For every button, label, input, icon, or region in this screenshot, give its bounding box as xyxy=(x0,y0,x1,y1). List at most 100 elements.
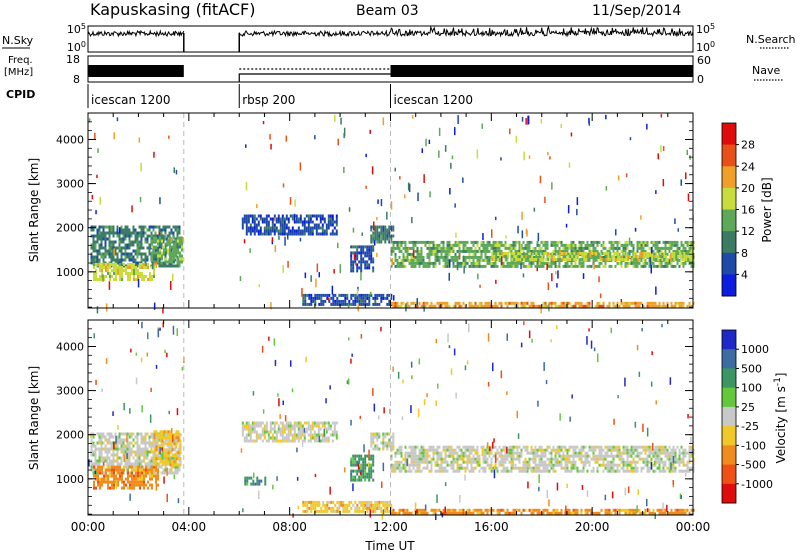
colorbar-swatch xyxy=(722,349,736,369)
date-title: 11/Sep/2014 xyxy=(592,3,681,19)
cpid-label: CPID xyxy=(6,88,35,101)
xtick-label: 00:00 xyxy=(676,520,711,534)
colorbar-tick-label: 12 xyxy=(741,225,755,238)
ytick-label: 2000 xyxy=(56,222,84,235)
colorbar-swatch xyxy=(722,483,736,504)
colorbar-swatch xyxy=(722,209,736,232)
colorbar-tick-label: -100 xyxy=(741,439,766,452)
nsearch-tick-top: 105 xyxy=(696,22,715,37)
nsearch-label: N.Search xyxy=(746,33,796,46)
nave-tick-top: 60 xyxy=(697,54,711,67)
nave-label: Nave xyxy=(752,64,780,77)
colorbar-tick-label: 25 xyxy=(741,401,755,414)
colorbar-tick-label: -1000 xyxy=(741,478,773,491)
freq-trace-rbsp xyxy=(238,73,391,82)
cpid-segment-label: rbsp 200 xyxy=(242,93,295,107)
echo-region xyxy=(350,454,375,482)
freq-tick-bottom: 8 xyxy=(73,73,80,86)
cpid-segment-label: icescan 1200 xyxy=(394,93,473,107)
nsky-trace-segment xyxy=(238,25,694,38)
colorbar-tick-label: 24 xyxy=(741,160,755,173)
velocity-colorbar-label: Velocity [m s-1] xyxy=(773,373,788,464)
power-colorbar: 4 8 12 16 20 24 28 xyxy=(721,122,755,297)
echo-region xyxy=(244,476,267,486)
colorbar-swatch xyxy=(722,274,736,297)
freq-tick-top: 18 xyxy=(66,53,80,66)
echo-region xyxy=(151,236,183,264)
echo-region xyxy=(241,214,338,236)
echo-region xyxy=(491,252,694,261)
colorbar-tick-label: 28 xyxy=(741,139,755,152)
echo-region xyxy=(390,508,695,515)
power-ylabel: Slant Range [km] xyxy=(27,158,41,262)
xtick-label: 16:00 xyxy=(474,520,509,534)
freq-block xyxy=(88,65,184,77)
echo-region xyxy=(93,465,159,490)
ytick-label: 4000 xyxy=(56,133,84,146)
colorbar-tick-label: -25 xyxy=(741,420,759,433)
nave-tick-bottom: 0 xyxy=(697,73,704,86)
colorbar-swatch xyxy=(722,406,736,427)
ytick-label: 3000 xyxy=(56,178,84,191)
xtick-label: 12:00 xyxy=(373,520,408,534)
colorbar-swatch xyxy=(722,387,736,408)
colorbar-swatch xyxy=(722,368,736,389)
colorbar-swatch xyxy=(722,231,736,254)
colorbar-tick-label: 1000 xyxy=(741,343,769,356)
echo-region xyxy=(350,245,375,273)
power-colorbar-label: Power [dB] xyxy=(760,177,774,242)
colorbar-tick-label: 16 xyxy=(741,204,755,217)
freq-label-2: [MHz] xyxy=(4,67,33,78)
velocity-panel: 1000 2000 3000 4000 00:00 04:00 08:00 12:00 16:0… xyxy=(27,319,788,553)
colorbar-swatch xyxy=(722,330,736,350)
nsky-trace-segment xyxy=(87,29,185,38)
colorbar-swatch xyxy=(722,187,736,210)
freq-block xyxy=(390,65,693,77)
xtick-label: 08:00 xyxy=(272,520,307,534)
echo-region xyxy=(93,263,155,281)
echo-region xyxy=(302,500,393,513)
colorbar-swatch xyxy=(722,426,736,446)
nsearch-tick-bottom: 100 xyxy=(696,40,715,55)
freq-strip: Freq. [MHz] 18 8 60 0 Nave xyxy=(4,53,784,86)
colorbar-swatch xyxy=(722,166,736,189)
echo-speckle xyxy=(88,114,694,314)
ytick-label: 1000 xyxy=(56,266,84,279)
xtick-label: 00:00 xyxy=(71,520,106,534)
colorbar-tick-label: 500 xyxy=(741,362,762,375)
colorbar-swatch xyxy=(722,144,736,167)
nsky-label: N.Sky xyxy=(2,34,34,47)
echo-region xyxy=(370,432,395,451)
ytick-label: 4000 xyxy=(56,340,84,353)
colorbar-swatch xyxy=(722,123,736,146)
colorbar-tick-label: 100 xyxy=(741,382,762,395)
xtick-label: 04:00 xyxy=(172,520,207,534)
echo-region xyxy=(302,293,393,306)
ytick-label: 3000 xyxy=(56,385,84,398)
nsky-tick-bottom: 100 xyxy=(67,40,86,55)
nsky-tick-top: 105 xyxy=(67,22,86,37)
power-panel: 1000 2000 3000 4000 Slant Range [km] 4 8 12 16… xyxy=(27,112,774,314)
colorbar-tick-label: 4 xyxy=(741,268,748,281)
colorbar-swatch xyxy=(722,464,736,485)
station-title: Kapuskasing (fitACF) xyxy=(90,0,255,19)
ytick-label: 1000 xyxy=(56,473,84,486)
cpid-segment-label: icescan 1200 xyxy=(91,93,170,107)
echo-region xyxy=(370,225,395,244)
echo-speckle xyxy=(88,321,692,521)
nsky-strip: N.Sky 105 100 105 100 N.Search xyxy=(2,22,796,55)
time-xlabel: Time UT xyxy=(364,539,415,553)
velocity-colorbar: 1000 500 100 25 -25 -100 -500 -1000 xyxy=(721,329,773,504)
velocity-ylabel: Slant Range [km] xyxy=(27,366,41,470)
xtick-label: 20:00 xyxy=(575,520,610,534)
colorbar-tick-label: 20 xyxy=(741,182,755,195)
ytick-label: 2000 xyxy=(56,429,84,442)
colorbar-tick-label: 8 xyxy=(741,247,748,260)
cpid-strip: CPID icescan 1200 rbsp 200 icescan 1200 xyxy=(6,84,473,108)
beam-title: Beam 03 xyxy=(356,3,419,19)
colorbar-swatch xyxy=(722,445,736,465)
colorbar-swatch xyxy=(722,252,736,275)
echo-region xyxy=(241,421,338,443)
freq-label-1: Freq. xyxy=(8,55,33,66)
